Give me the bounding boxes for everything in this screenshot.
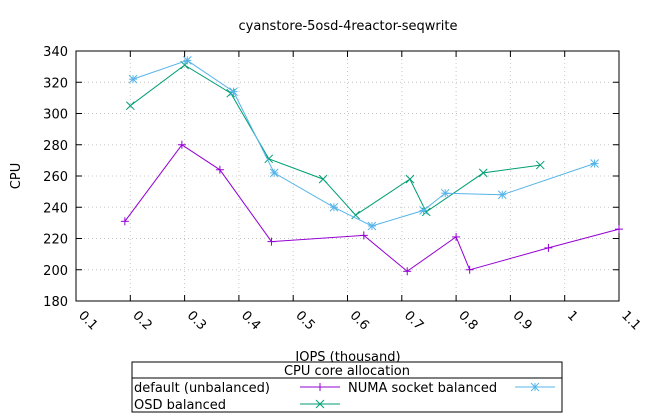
y-tick-label: 240 xyxy=(43,201,68,216)
data-point xyxy=(478,168,488,178)
data-point xyxy=(229,87,238,96)
data-point xyxy=(318,174,328,184)
series-numa-socket-balanced xyxy=(128,56,599,231)
series-line xyxy=(132,59,595,227)
series-line xyxy=(124,144,620,272)
x-tick-label: 0.1 xyxy=(75,308,100,333)
data-point xyxy=(403,267,412,276)
y-tick-label: 320 xyxy=(43,76,68,91)
data-point xyxy=(465,265,474,274)
data-point xyxy=(544,243,553,252)
data-point xyxy=(177,140,186,149)
data-point xyxy=(269,168,279,178)
data-point xyxy=(329,202,339,212)
x-tick-label: 0.9 xyxy=(510,308,535,333)
x-tick-label: 0.6 xyxy=(347,308,372,333)
x-tick-label: 1.1 xyxy=(618,308,643,333)
y-tick-label: 260 xyxy=(43,170,68,185)
data-point xyxy=(615,225,623,234)
legend-entry: OSD balanced xyxy=(134,398,340,413)
series-layer xyxy=(120,56,623,276)
data-point xyxy=(440,188,450,198)
data-point xyxy=(535,160,545,170)
data-point xyxy=(359,231,368,240)
data-point xyxy=(315,399,325,409)
data-point xyxy=(530,382,540,392)
data-point xyxy=(120,217,129,226)
y-axis: 180 200 220 240 260 280 300 320 340 xyxy=(43,45,619,310)
legend-label: default (unbalanced) xyxy=(134,381,270,396)
legend: CPU core allocation default (unbalanced)… xyxy=(131,361,563,413)
y-tick-label: 300 xyxy=(43,108,68,123)
x-axis: 0.1 0.2 0.3 0.4 0.5 0.6 0.7 0.8 0.9 1 1.1 xyxy=(75,51,643,333)
chart-title: cyanstore-5osd-4reactor-seqwrite xyxy=(239,19,458,34)
y-tick-label: 280 xyxy=(43,139,68,154)
data-point xyxy=(590,159,599,168)
legend-entry: default (unbalanced) xyxy=(134,381,340,396)
y-axis-title: CPU xyxy=(9,163,24,189)
legend-box xyxy=(131,361,563,413)
legend-title: CPU core allocation xyxy=(284,364,410,379)
data-point xyxy=(452,232,461,241)
data-point xyxy=(419,206,428,215)
x-tick-label: 1 xyxy=(564,308,580,324)
data-point xyxy=(215,165,224,174)
data-point xyxy=(316,383,324,391)
x-tick-label: 0.8 xyxy=(455,308,480,333)
y-tick-label: 340 xyxy=(43,45,68,60)
data-point xyxy=(405,174,415,184)
x-tick-label: 0.4 xyxy=(238,308,263,333)
series-default-unbalanced xyxy=(120,140,623,276)
grid-lines xyxy=(76,51,619,301)
legend-label: NUMA socket balanced xyxy=(348,381,497,396)
data-point xyxy=(128,74,138,84)
y-tick-label: 220 xyxy=(43,233,68,248)
legend-label: OSD balanced xyxy=(134,398,226,413)
y-tick-label: 180 xyxy=(43,295,68,310)
data-point xyxy=(497,190,507,200)
data-point xyxy=(267,237,276,246)
x-tick-label: 0.3 xyxy=(184,308,209,333)
x-axis-title: IOPS (thousand) xyxy=(295,350,400,365)
data-point xyxy=(182,56,192,65)
x-tick-label: 0.5 xyxy=(292,308,317,333)
data-point xyxy=(351,210,360,220)
legend-entries: default (unbalanced) OSD balanced NUMA soc… xyxy=(134,381,555,413)
series-line xyxy=(130,64,541,216)
data-point xyxy=(367,221,377,231)
x-tick-label: 0.2 xyxy=(129,308,154,333)
x-tick-label: 0.7 xyxy=(401,308,426,333)
data-point xyxy=(125,101,135,111)
series-osd-balanced xyxy=(125,60,545,220)
legend-entry: NUMA socket balanced xyxy=(348,381,555,396)
y-tick-label: 200 xyxy=(43,264,68,279)
